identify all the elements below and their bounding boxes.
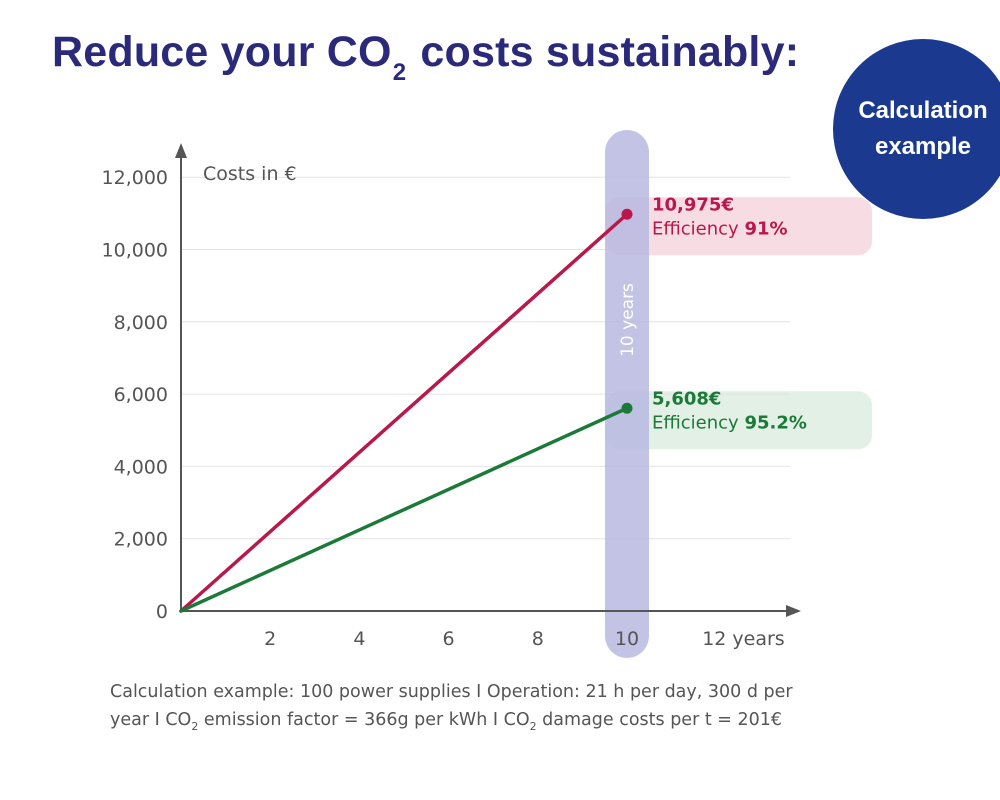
value-band-1 (606, 197, 872, 256)
efficiency-label-1: Efficiency 91% (652, 218, 788, 239)
title-text-post: costs sustainably: (408, 28, 800, 76)
y-tick-label: 8,000 (114, 312, 168, 334)
x-tick-label: 8 (532, 628, 544, 650)
efficiency-value-2: 95.2% (744, 412, 806, 433)
y-tick-label: 2,000 (114, 529, 168, 551)
title-subscript: 2 (392, 59, 407, 86)
caption-subscript-2: 2 (529, 720, 537, 733)
page-title: Reduce your CO2 costs sustainably: (52, 28, 800, 86)
series-line-2 (179, 406, 629, 613)
y-tick-label: 4,000 (114, 456, 168, 478)
x-tick-label: 6 (443, 628, 455, 650)
caption-line-2-b: emission factor = 366g per kWh I CO (198, 710, 530, 730)
series-endpoint-2 (621, 402, 633, 414)
badge-line-1: Calculation (858, 97, 988, 124)
y-tick-label: 0 (156, 601, 168, 623)
grid-lines (181, 176, 790, 540)
tick-labels: Costs in € 0 2,000 4,000 6,000 8,000 10,000 12,… (102, 163, 785, 650)
caption-line-2: year I CO2 emission factor = 366g per kW… (110, 706, 910, 736)
efficiency-value-1: 91% (744, 218, 787, 239)
highlight-pill (605, 130, 649, 658)
series-line-1 (179, 212, 629, 613)
y-tick-label: 10,000 (102, 240, 168, 262)
badge-line-2: example (874, 133, 972, 160)
y-tick-label: 6,000 (114, 384, 168, 406)
y-axis-title: Costs in € (203, 163, 297, 185)
series-endpoint-1 (621, 208, 633, 220)
caption-line-2-a: year I CO (110, 710, 192, 730)
y-axis-arrow (175, 143, 187, 158)
ten-years-highlight: 10 years (605, 130, 649, 658)
value-labels: 10,975€ Efficiency 91% 5,608€ Efficiency 95… (652, 194, 807, 433)
caption-line-2-c: damage costs per t = 201€ (536, 710, 783, 730)
calculation-example-badge: Calculation example (833, 39, 1000, 219)
x-tick-label: 10 (615, 628, 639, 650)
x-tick-label: 2 (264, 628, 276, 650)
title-text-pre: Reduce your CO (52, 28, 392, 76)
value-label-2: 5,608€ (652, 388, 721, 409)
x-tick-label: 12 years (702, 628, 785, 650)
x-axis-arrow (786, 605, 801, 617)
calculation-caption: Calculation example: 100 power supplies … (110, 678, 910, 736)
axes (175, 143, 801, 617)
y-tick-label: 12,000 (102, 167, 168, 189)
value-bands (606, 197, 872, 450)
value-label-1: 10,975€ (652, 194, 734, 215)
caption-subscript-1: 2 (191, 720, 199, 733)
x-tick-label: 4 (353, 628, 365, 650)
value-band-2 (606, 391, 872, 450)
series-lines (179, 208, 633, 613)
efficiency-label-2: Efficiency 95.2% (652, 412, 807, 433)
caption-line-1: Calculation example: 100 power supplies … (110, 682, 793, 702)
highlight-label: 10 years (618, 283, 638, 357)
